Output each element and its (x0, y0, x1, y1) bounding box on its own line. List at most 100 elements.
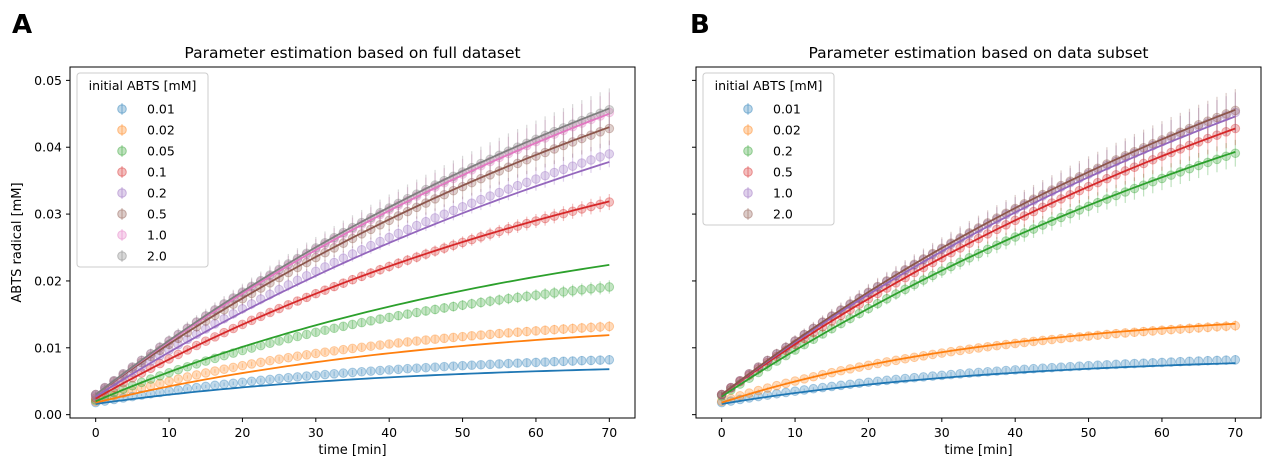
x-tick-label: 70 (1227, 425, 1243, 440)
y-axis-label: ABTS radical [mM] (10, 182, 25, 302)
data-point (219, 379, 229, 390)
x-tick-label: 10 (787, 425, 803, 440)
data-point (292, 351, 303, 362)
data-point (595, 355, 605, 365)
x-tick-label: 0 (718, 425, 726, 440)
data-point (393, 228, 404, 239)
x-tick-label: 40 (1007, 425, 1023, 440)
data-point (439, 361, 450, 372)
data-point (512, 358, 523, 368)
fitted-lines (95, 107, 610, 405)
x-axis-label: time [min] (318, 443, 386, 458)
data-point (521, 357, 532, 368)
series-0-01 (90, 355, 615, 408)
data-point (1074, 332, 1085, 342)
data-point (1193, 323, 1204, 333)
data-point (604, 321, 615, 332)
data-point (411, 363, 422, 373)
data-point (228, 362, 239, 373)
legend-entry-label: 1.0 (147, 228, 167, 243)
data-point (567, 356, 578, 366)
data-point (384, 232, 394, 243)
data-point (393, 338, 404, 348)
fit-line-2-0 (95, 107, 610, 396)
legend-entry-label: 1.0 (773, 186, 793, 201)
data-point (402, 363, 413, 374)
data-point (567, 323, 578, 334)
data-point (476, 194, 486, 205)
data-point (255, 357, 266, 368)
data-point (531, 357, 541, 368)
data-point (191, 370, 202, 380)
data-point (430, 213, 440, 223)
legend-entry-label: 0.2 (773, 144, 793, 159)
data-point (577, 158, 587, 168)
data-point (476, 330, 486, 340)
fit-line-0-5 (721, 127, 1236, 396)
fit-line-1-0 (721, 115, 1236, 396)
fit-line-0-2 (721, 151, 1236, 398)
data-point (283, 352, 294, 363)
data-point (255, 375, 266, 386)
data-point (457, 300, 468, 310)
data-point (430, 362, 440, 372)
legend-frame (702, 72, 835, 226)
data-point (567, 286, 578, 296)
series-0-02 (90, 321, 615, 407)
legend-title: initial ABTS [mM] (715, 78, 823, 93)
data-point (421, 306, 431, 316)
data-point (320, 325, 330, 336)
data-point (411, 307, 422, 318)
y-tick-label: 0.03 (34, 207, 62, 222)
data-point (485, 329, 495, 340)
data-point (1120, 359, 1131, 369)
x-tick-label: 50 (1081, 425, 1097, 440)
legend-marker (117, 188, 127, 198)
data-point (356, 366, 367, 377)
data-point (173, 374, 184, 384)
data-point (430, 334, 440, 344)
y-tick-label: 0.05 (34, 73, 62, 88)
data-point (512, 180, 523, 191)
data-point (292, 372, 303, 382)
x-tick-label: 20 (234, 425, 250, 440)
data-point (411, 336, 422, 346)
data-point (540, 170, 550, 181)
data-point (586, 155, 596, 165)
x-tick-label: 20 (860, 425, 876, 440)
legend-entry-label: 0.05 (147, 144, 175, 159)
data-point (1147, 326, 1158, 336)
data-point (604, 282, 615, 292)
data-point (265, 355, 275, 366)
data-point (237, 377, 248, 388)
data-point (521, 291, 532, 302)
legend-marker (743, 146, 753, 156)
data-point (439, 303, 450, 313)
data-point (448, 361, 459, 371)
data-point (1019, 337, 1030, 348)
data-point (1037, 335, 1048, 346)
data-point (1184, 323, 1195, 334)
data-point (375, 365, 385, 376)
data-point (485, 359, 495, 370)
data-point (1175, 356, 1186, 367)
data-point (402, 309, 413, 319)
legend-marker (117, 251, 127, 261)
data-point (200, 381, 211, 392)
data-point (384, 365, 394, 375)
data-point (430, 304, 440, 315)
data-point (164, 376, 174, 387)
data-point (301, 371, 312, 381)
data-point (466, 198, 477, 208)
x-tick-label: 10 (161, 425, 177, 440)
data-point (1230, 355, 1241, 365)
legend-marker (743, 125, 753, 135)
legend-marker (117, 125, 127, 135)
data-point (338, 368, 349, 378)
data-point (577, 355, 587, 366)
data-point (604, 149, 615, 159)
fitted-lines (721, 108, 1236, 405)
data-point (200, 368, 211, 378)
legend-marker (117, 230, 127, 240)
data-point (586, 322, 596, 333)
